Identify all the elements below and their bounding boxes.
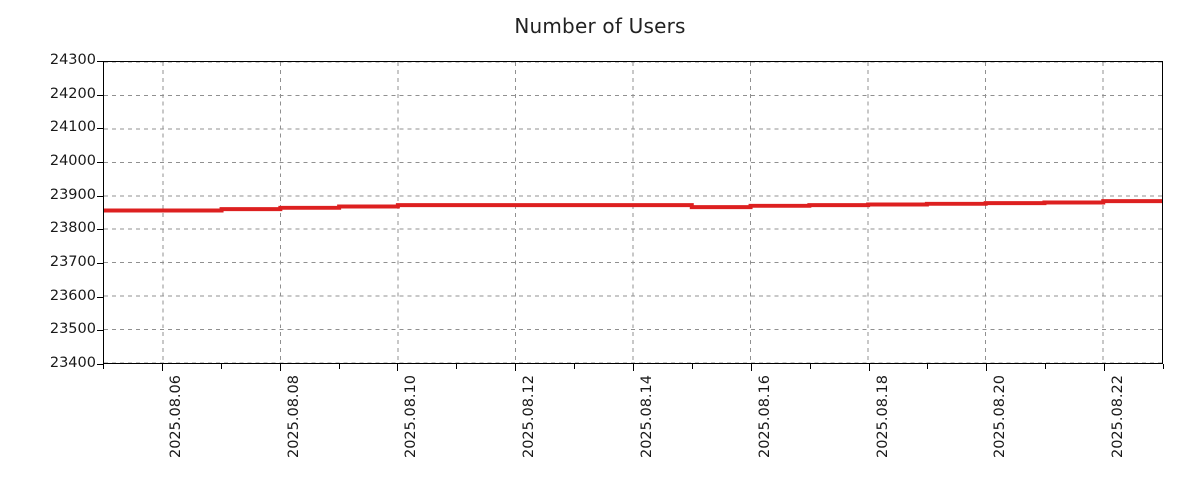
y-axis-tick-label: 23700 xyxy=(49,254,96,270)
y-axis-tick xyxy=(97,364,103,365)
x-axis-tick xyxy=(397,364,399,371)
y-axis-tick xyxy=(97,162,103,163)
y-axis-tick xyxy=(97,229,103,231)
y-axis-tick-label: 24000 xyxy=(49,153,96,169)
y-axis-tick xyxy=(97,330,103,332)
x-axis-tick xyxy=(103,364,104,369)
x-axis-tick xyxy=(161,364,163,371)
y-axis-tick xyxy=(97,94,103,96)
x-axis-tick xyxy=(868,364,870,371)
y-axis-tick-label: 24200 xyxy=(49,85,96,102)
x-axis-tick xyxy=(574,364,576,369)
y-axis-tick xyxy=(97,61,103,62)
x-axis-tick-label: 2025.08.22 xyxy=(1110,375,1127,459)
x-axis-tick-label: 2025.08.14 xyxy=(639,375,655,459)
x-axis-tick xyxy=(1045,364,1047,369)
chart-title: Number of Users xyxy=(514,14,686,38)
x-axis-tick xyxy=(220,364,222,369)
y-axis-tick xyxy=(97,195,103,197)
x-axis-tick xyxy=(1163,364,1164,369)
y-axis: 23400 23500 23600 23700 23800 23900 24000 24100… xyxy=(0,0,103,500)
x-axis-tick xyxy=(750,364,752,371)
x-axis-tick xyxy=(809,364,811,369)
y-axis-tick-label: 24100 xyxy=(49,119,96,136)
x-axis-tick xyxy=(338,364,340,369)
x-axis-tick-label: 2025.08.18 xyxy=(874,375,891,459)
series-line xyxy=(104,199,1162,213)
x-axis-tick xyxy=(986,364,988,371)
x-axis-tick xyxy=(927,364,929,369)
x-axis-tick xyxy=(515,364,517,371)
y-axis-tick-label: 23400 xyxy=(49,355,96,371)
x-axis-tick xyxy=(279,364,281,371)
y-axis-tick-label: 23600 xyxy=(49,287,96,304)
y-axis-tick-label: 23900 xyxy=(49,186,96,203)
y-axis-tick-label: 23800 xyxy=(49,220,96,237)
series-number-of-users xyxy=(104,199,1162,213)
y-axis-tick-label: 24300 xyxy=(49,52,96,68)
x-axis-tick-label: 2025.08.12 xyxy=(521,375,538,459)
x-axis-tick-label: 2025.08.06 xyxy=(167,375,184,459)
y-axis-tick-label: 23500 xyxy=(49,321,96,338)
x-axis-tick xyxy=(633,364,634,371)
x-axis-tick xyxy=(1104,364,1106,371)
x-axis-tick-label: 2025.08.10 xyxy=(403,375,420,459)
grid-lines xyxy=(104,62,1162,363)
x-axis-tick xyxy=(456,364,458,369)
y-axis-tick-labels: 23400 23500 23600 23700 23800 23900 24000 24100… xyxy=(0,0,103,500)
y-axis-tick xyxy=(97,128,103,130)
x-axis-tick-label: 2025.08.16 xyxy=(756,375,773,459)
x-axis-tick xyxy=(691,364,693,369)
x-axis-tick-label: 2025.08.20 xyxy=(992,375,1009,459)
y-axis-tick xyxy=(97,296,103,298)
plot-area xyxy=(103,61,1163,364)
y-axis-tick xyxy=(97,263,103,264)
x-axis-tick-label: 2025.08.08 xyxy=(285,375,302,459)
